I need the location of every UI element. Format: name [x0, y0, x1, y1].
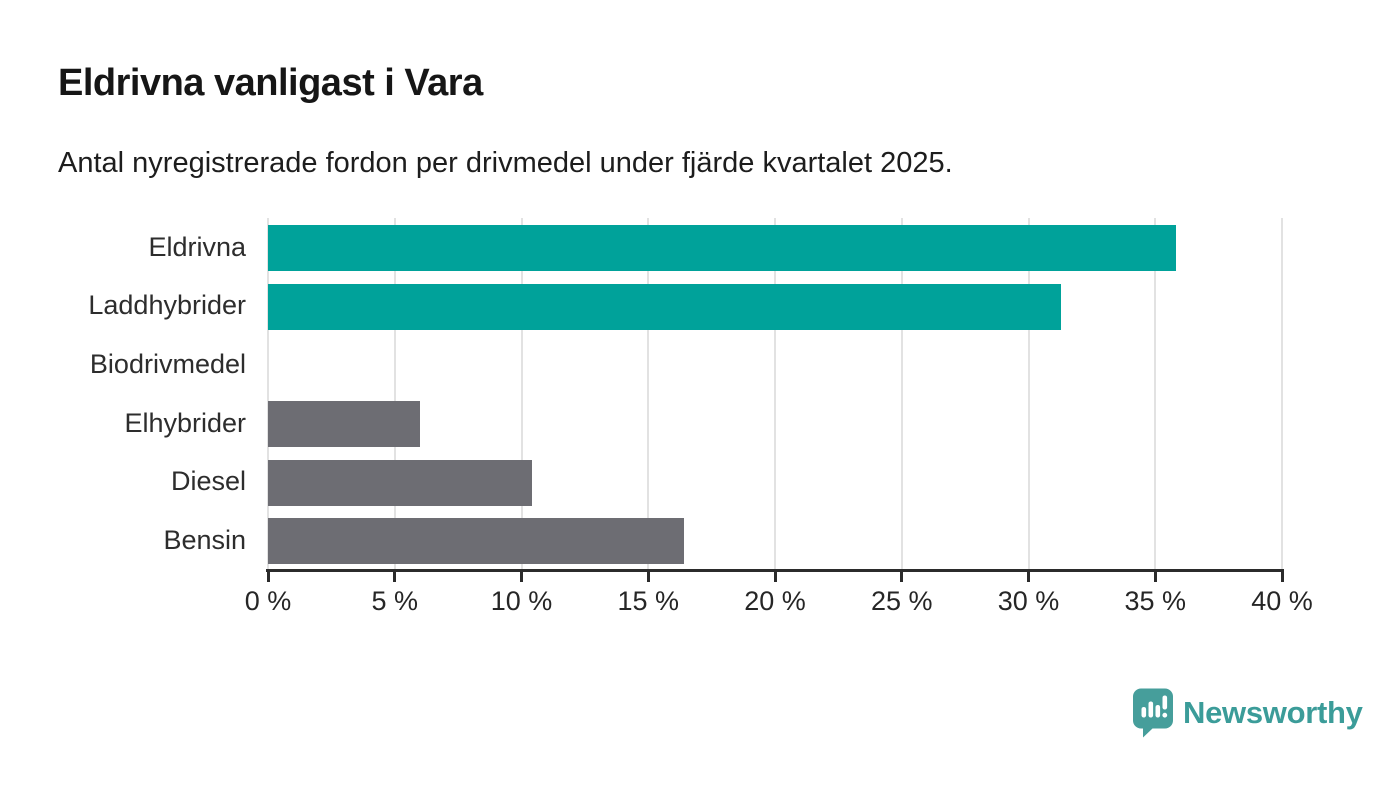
category-axis: Eldrivna Laddhybrider Biodrivmedel Elhybrid… — [0, 218, 246, 570]
gridline-0 — [267, 218, 269, 570]
x-tick-label-0: 0 % — [244, 586, 292, 616]
x-axis-line — [266, 569, 1284, 572]
category-label-bensin: Bensin — [163, 525, 246, 556]
gridline-35 — [1154, 218, 1157, 570]
bar-bensin — [268, 518, 684, 565]
gridline-15 — [647, 218, 650, 570]
brand-footer: Newsworthy — [1132, 688, 1363, 738]
gridline-5 — [393, 218, 396, 570]
x-tick-25 — [900, 572, 904, 582]
gridline-40 — [1281, 218, 1283, 570]
x-tick-30 — [1027, 572, 1030, 582]
newsworthy-logo-icon — [1132, 688, 1174, 738]
gridline-10 — [520, 218, 523, 570]
gridline-25 — [900, 218, 903, 570]
chart-title: Eldrivna vanligast i Vara — [58, 62, 483, 104]
bar-elhybrider — [268, 401, 421, 447]
x-tick-label-5: 5 % — [371, 586, 419, 616]
chart-subtitle: Antal nyregistrerade fordon per drivmede… — [58, 147, 953, 179]
category-label-eldrivna: Eldrivna — [148, 231, 246, 262]
x-tick-label-15: 15 % — [617, 586, 680, 616]
x-tick-label-20: 20 % — [744, 586, 806, 616]
x-tick-0 — [266, 572, 270, 582]
x-tick-label-30: 30 % — [997, 586, 1060, 616]
bar-diesel — [268, 459, 532, 506]
gridline-20 — [774, 218, 776, 570]
category-label-diesel: Diesel — [170, 466, 246, 497]
x-tick-10 — [520, 572, 523, 582]
x-tick-label-25: 25 % — [870, 586, 933, 616]
x-tick-label-40: 40 % — [1251, 586, 1313, 616]
category-label-laddhybrider: Laddhybrider — [88, 290, 246, 321]
plot-area — [267, 218, 1283, 570]
x-tick-5 — [393, 572, 397, 582]
x-tick-20 — [773, 572, 777, 582]
bar-laddhybrider — [268, 283, 1062, 330]
x-tick-label-10: 10 % — [490, 586, 553, 616]
category-label-biodrivmedel: Biodrivmedel — [89, 349, 246, 380]
x-tick-35 — [1153, 572, 1157, 582]
x-tick-15 — [646, 572, 650, 582]
x-tick-40 — [1280, 572, 1284, 582]
brand-wordmark: Newsworthy — [1183, 695, 1363, 730]
x-tick-label-35: 35 % — [1124, 586, 1187, 616]
gridline-30 — [1027, 218, 1030, 570]
bar-eldrivna — [268, 225, 1176, 271]
category-label-elhybrider: Elhybrider — [124, 407, 246, 438]
